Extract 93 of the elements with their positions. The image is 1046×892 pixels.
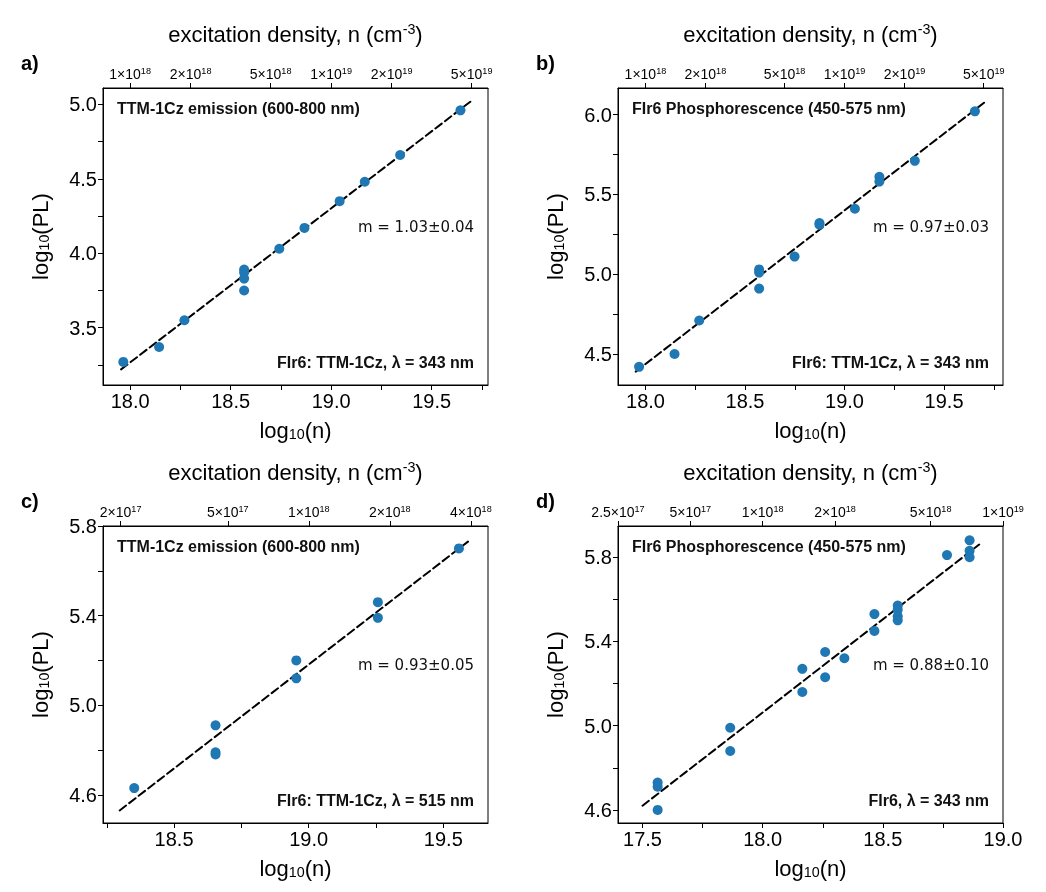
y-tick-label: 5.5	[584, 183, 612, 206]
y-axis-title: log10(PL)	[27, 193, 53, 280]
point	[291, 655, 302, 666]
chart-title: c)	[21, 490, 39, 512]
y-tick-label: 4.6	[69, 783, 97, 806]
point	[725, 745, 736, 756]
point	[869, 609, 880, 620]
annotation: FIr6, λ = 343 nm	[868, 791, 989, 809]
annotation: FIr6: TTM-1Cz, λ = 343 nm	[792, 353, 989, 371]
y-tick-label: 5.0	[584, 714, 612, 737]
x-tick-label: 17.5	[623, 828, 662, 850]
x-tick-label: 19.0	[825, 390, 865, 412]
point	[725, 722, 736, 733]
point	[942, 550, 952, 561]
x-tick-label: 18.5	[725, 390, 765, 412]
y-axis-title: log10(PL)	[542, 631, 568, 718]
x-tick-label: 19.5	[423, 828, 463, 850]
point	[359, 176, 370, 187]
point	[669, 349, 680, 360]
y-axis-title: log10(PL)	[27, 631, 53, 718]
annotation: m = 1.03±0.04	[357, 217, 474, 236]
point	[869, 625, 880, 636]
point	[789, 251, 800, 262]
y-tick-label: 5.0	[69, 93, 97, 116]
point	[129, 783, 140, 794]
point	[839, 653, 850, 664]
y-tick-label: 4.0	[69, 242, 97, 265]
x-axis-title: log10(n)	[774, 855, 847, 881]
annotation: m = 0.97±0.03	[872, 217, 989, 236]
y-tick-label: 5.8	[69, 515, 97, 537]
annotation: FIr6 Phosphorescence (450-575 nm)	[632, 537, 906, 555]
x-tick-label: 19.5	[412, 390, 452, 412]
annotation: m = 0.93±0.05	[357, 655, 474, 674]
x-axis-title: log10(n)	[774, 417, 847, 443]
point	[118, 356, 129, 367]
point	[239, 285, 250, 296]
x-axis-title: log10(n)	[259, 855, 332, 881]
point	[274, 243, 285, 254]
x-tick-label: 19.0	[983, 828, 1023, 850]
point	[754, 283, 765, 294]
point	[964, 552, 975, 563]
annotation: FIr6: TTM-1Cz, λ = 515 nm	[277, 791, 474, 809]
annotation: m = 0.88±0.10	[872, 655, 989, 674]
annotation: FIr6 Phosphorescence (450-575 nm)	[632, 99, 906, 117]
x-tick-label: 19.5	[924, 390, 964, 412]
point	[334, 196, 345, 207]
point	[694, 315, 705, 326]
point	[210, 720, 221, 731]
x-tick-label: 19.0	[289, 828, 329, 850]
x-tick-label: 18.0	[743, 828, 783, 850]
x-tick-label: 18.0	[110, 390, 150, 412]
x-tick-label: 18.5	[154, 828, 194, 850]
y-tick-label: 4.6	[584, 798, 612, 821]
point	[179, 315, 190, 326]
point	[299, 222, 310, 233]
point	[634, 361, 645, 372]
chart-title: b)	[536, 52, 555, 74]
point	[372, 612, 383, 623]
point	[453, 543, 464, 554]
y-tick-label: 4.5	[584, 343, 612, 366]
annotation: FIr6: TTM-1Cz, λ = 343 nm	[277, 353, 474, 371]
point	[291, 673, 302, 684]
point	[909, 155, 920, 166]
y-tick-label: 6.0	[584, 103, 612, 126]
x-tick-label: 18.5	[863, 828, 903, 850]
point	[820, 646, 831, 657]
point	[964, 535, 975, 546]
point	[797, 686, 808, 697]
y-tick-label: 5.0	[584, 263, 612, 286]
point	[154, 342, 165, 353]
annotation: TTM-1Cz emission (600-800 nm)	[117, 99, 360, 117]
point	[820, 672, 831, 683]
x-axis-title: log10(n)	[259, 417, 332, 443]
y-tick-label: 5.8	[584, 546, 612, 569]
y-tick-label: 5.4	[69, 604, 97, 627]
chart-title: d)	[536, 490, 555, 512]
x-tick-label: 18.0	[626, 390, 665, 412]
point	[652, 804, 663, 815]
point	[797, 663, 808, 674]
point	[969, 106, 980, 117]
y-tick-label: 3.5	[69, 316, 97, 339]
annotation: TTM-1Cz emission (600-800 nm)	[117, 537, 360, 555]
x-tick-label: 19.0	[311, 390, 351, 412]
y-tick-label: 5.0	[69, 694, 97, 717]
point	[455, 105, 466, 116]
point	[372, 597, 383, 608]
y-tick-label: 5.4	[584, 630, 612, 653]
point	[849, 203, 860, 214]
point	[395, 149, 406, 160]
y-axis-title: log10(PL)	[542, 193, 568, 280]
chart-title: a)	[21, 52, 39, 74]
y-tick-label: 4.5	[69, 167, 97, 190]
x-tick-label: 18.5	[211, 390, 251, 412]
